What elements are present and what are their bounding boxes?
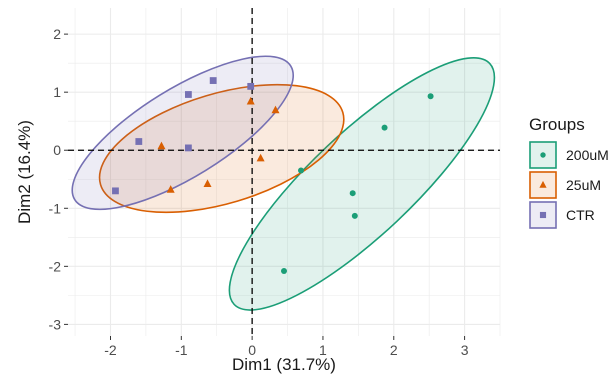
y-axis: -3 -2 -1 0 1 2	[49, 26, 68, 332]
legend-label-25um: 25uM	[566, 177, 601, 193]
y-tick-label: -1	[49, 200, 62, 216]
y-tick-label: 1	[53, 84, 61, 100]
point-25um	[256, 153, 265, 162]
confidence-ellipses	[71, 55, 496, 311]
ellipse-200um	[228, 56, 496, 311]
legend-marker-25um	[539, 180, 547, 188]
x-tick-label: 2	[390, 342, 398, 358]
legend-title: Groups	[529, 115, 585, 134]
point-25um	[203, 179, 212, 187]
x-axis: -2 -1 0 1 2 3	[104, 336, 469, 358]
point-ctr	[209, 77, 217, 84]
point-200um	[381, 124, 388, 131]
point-ctr	[112, 187, 119, 195]
x-tick-label: -2	[104, 342, 117, 358]
legend-marker-200um	[540, 152, 546, 158]
legend-marker-ctr	[539, 211, 547, 219]
point-ctr	[135, 138, 143, 145]
ellipse-ctr	[71, 55, 295, 211]
y-axis-title: Dim2 (16.4%)	[15, 120, 34, 224]
x-axis-title: Dim1 (31.7%)	[232, 355, 336, 374]
y-tick-label: -2	[49, 258, 62, 274]
reference-lines	[68, 8, 500, 336]
y-tick-label: 0	[53, 142, 61, 158]
point-ctr	[184, 91, 192, 98]
point-25um	[271, 105, 280, 114]
legend-label-200um: 200uM	[566, 147, 609, 163]
x-tick-label: 0	[248, 342, 256, 358]
point-25um	[166, 185, 175, 193]
point-200um	[427, 93, 434, 100]
point-200um	[281, 267, 287, 274]
x-tick-label: -1	[175, 342, 188, 358]
point-ctr	[184, 144, 192, 152]
data-points	[112, 77, 434, 274]
legend-label-ctr: CTR	[566, 207, 595, 223]
x-tick-label: 1	[319, 342, 327, 358]
x-tick-label: 3	[461, 342, 469, 358]
point-ctr	[247, 82, 255, 90]
y-tick-label: 2	[53, 26, 61, 42]
y-tick-label: -3	[49, 316, 62, 332]
plot-panel	[68, 8, 500, 336]
point-200um	[349, 190, 356, 197]
point-200um	[297, 167, 304, 174]
point-200um	[351, 212, 358, 219]
ellipse-25um	[98, 83, 345, 214]
point-25um	[246, 96, 255, 105]
point-25um	[157, 141, 166, 150]
legend: Groups 200uM 25uM CTR	[529, 115, 609, 229]
